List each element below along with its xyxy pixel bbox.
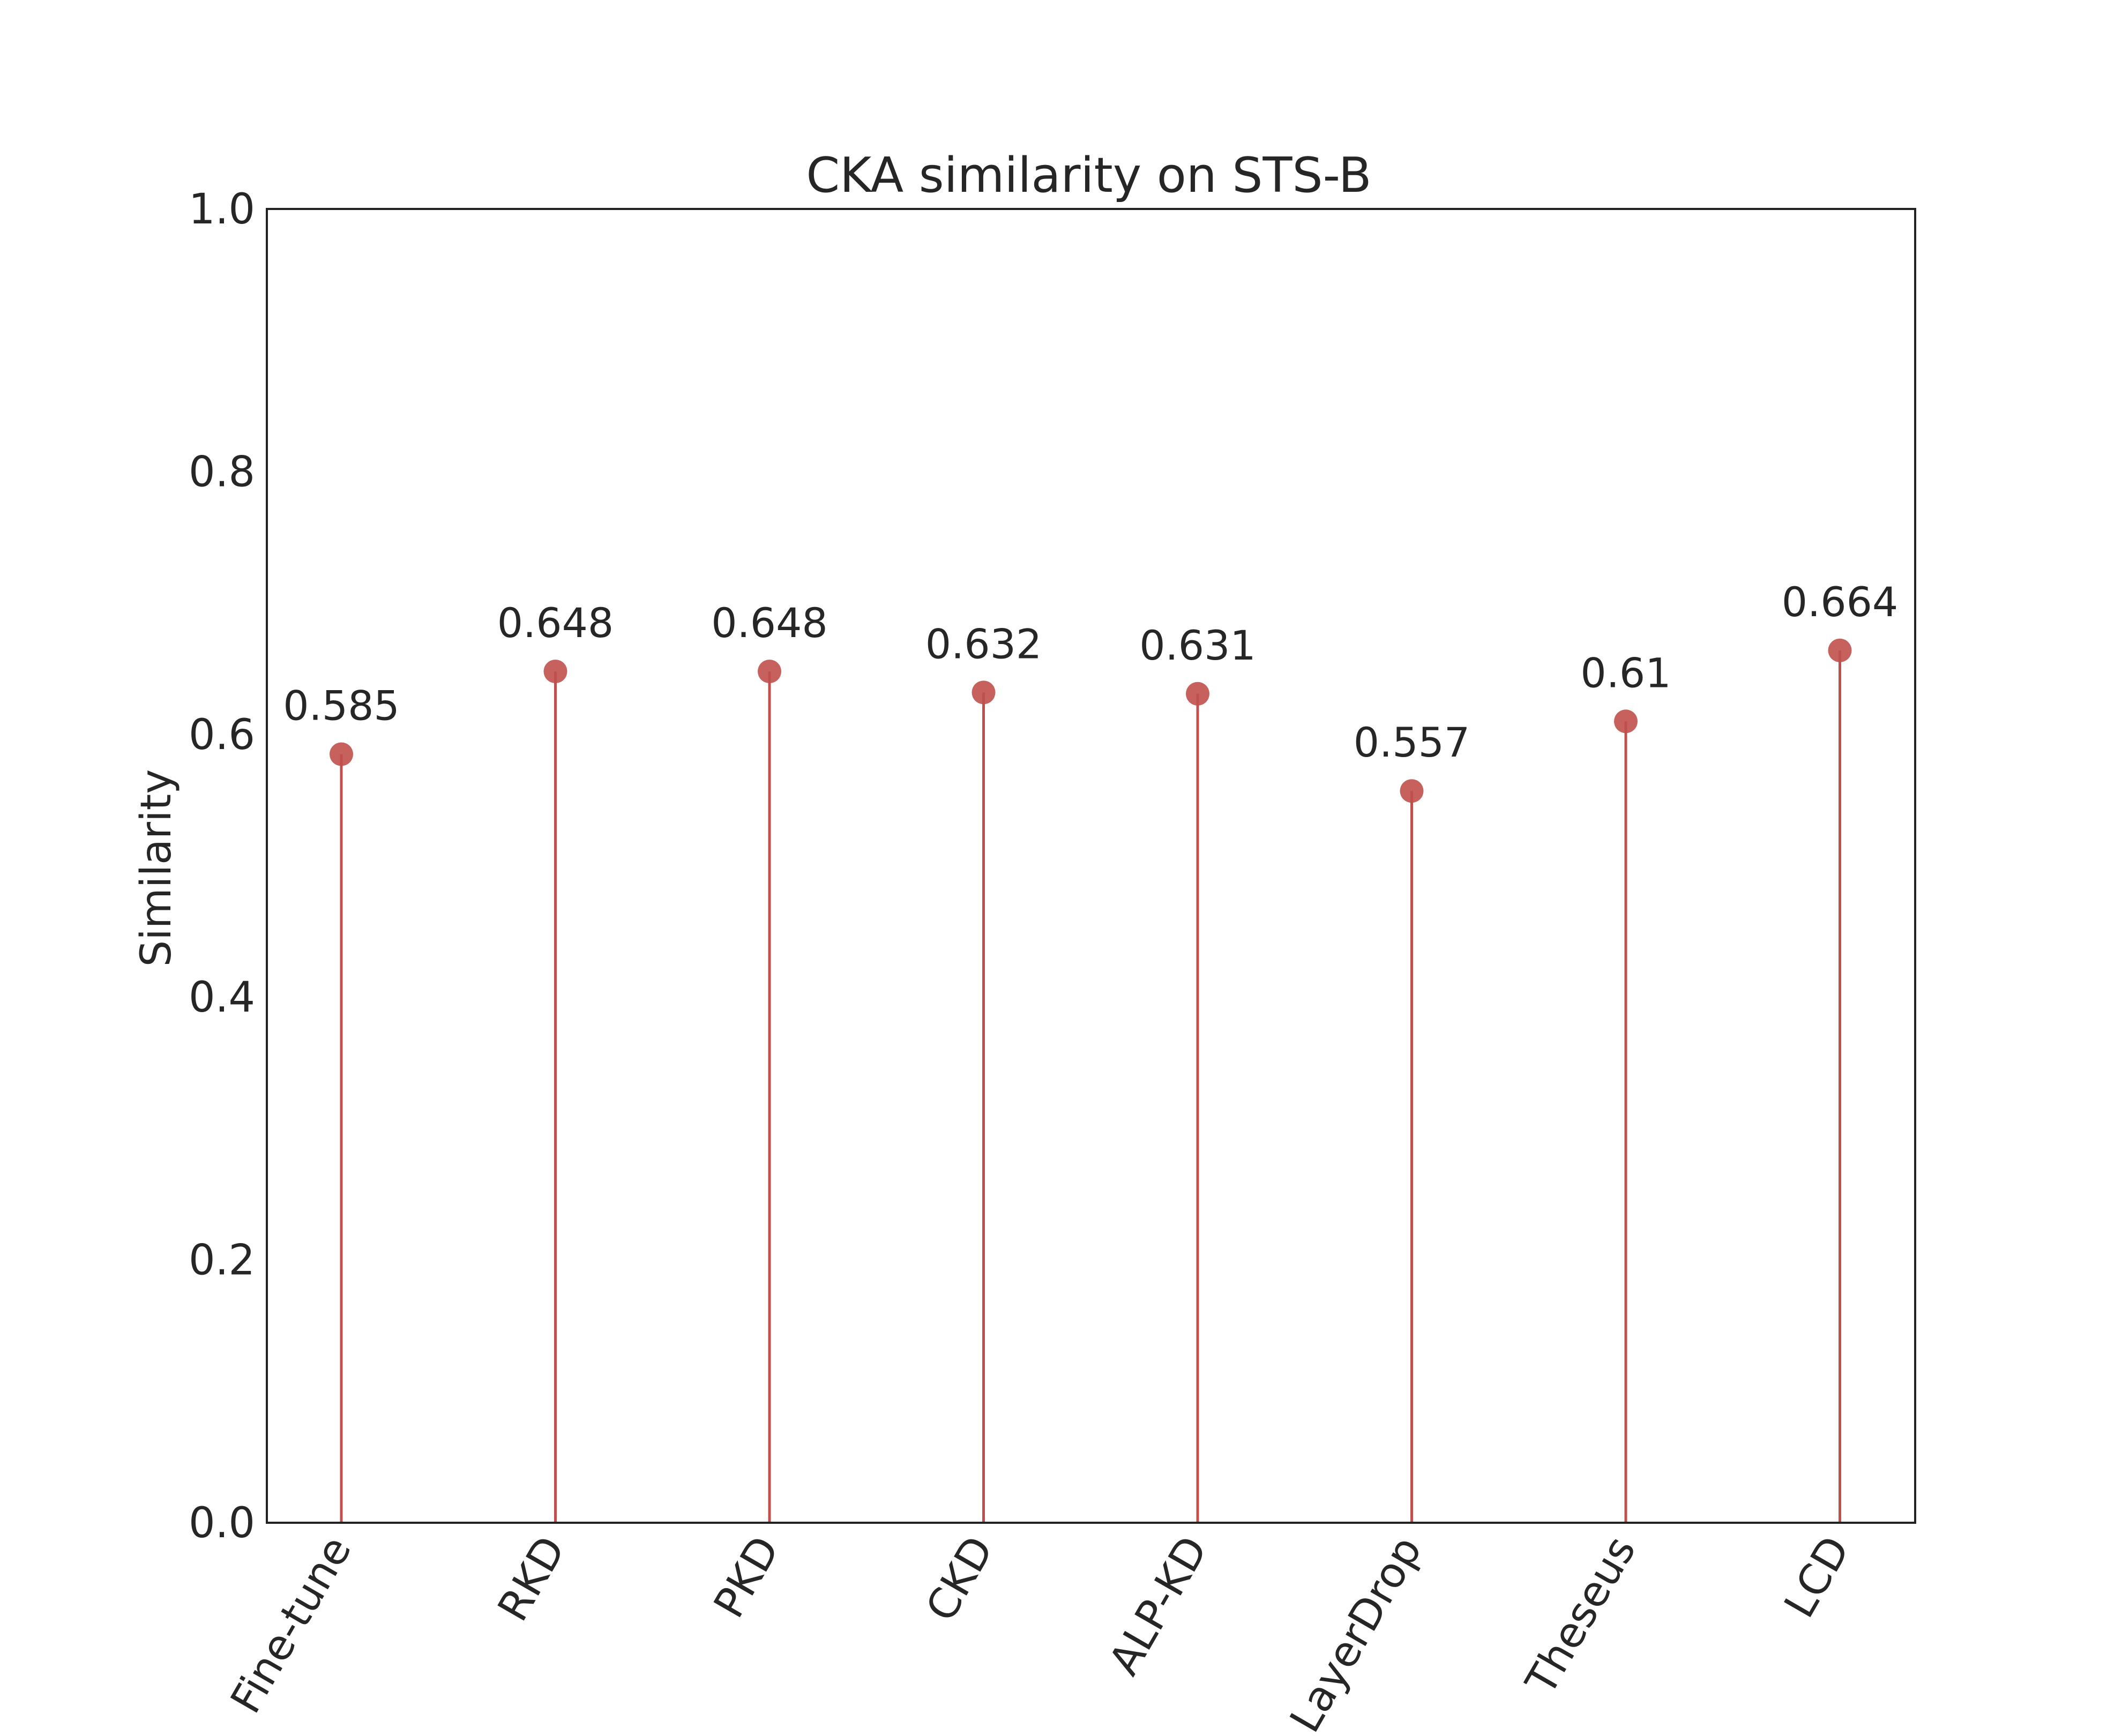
marker	[1186, 682, 1209, 706]
x-tick-label: CKD	[917, 1529, 1003, 1629]
y-tick-label: 0.8	[189, 448, 255, 496]
chart-title: CKA similarity on STS-B	[806, 147, 1371, 204]
value-label: 0.664	[1782, 578, 1899, 626]
y-tick-label: 1.0	[189, 185, 255, 234]
x-tick-label: RKD	[489, 1529, 575, 1629]
marker	[543, 660, 567, 684]
x-axis-ticks: Fine-tune RKD PKD CKD ALP-KD LayerDrop Theseus…	[222, 1529, 1859, 1736]
markers	[330, 638, 1852, 803]
x-tick-label: Fine-tune	[222, 1529, 361, 1722]
marker	[330, 742, 353, 766]
y-axis-ticks: 0.0 0.2 0.4 0.6 0.8 1.0	[189, 185, 255, 1547]
y-axis-label: Similarity	[132, 769, 181, 967]
plot-frame	[266, 208, 1916, 1524]
x-tick-label: LCD	[1775, 1529, 1859, 1626]
x-tick-label: ALP-KD	[1100, 1529, 1217, 1683]
value-labels: 0.585 0.648 0.648 0.632 0.631 0.557 0.61 0.664	[283, 578, 1898, 766]
x-tick-label: LayerDrop	[1281, 1529, 1431, 1736]
value-label: 0.61	[1580, 649, 1671, 697]
y-tick-label: 0.0	[189, 1499, 255, 1547]
x-tick-label: Theseus	[1516, 1529, 1645, 1703]
y-tick-label: 0.6	[189, 711, 255, 759]
marker	[1614, 709, 1638, 734]
marker	[1828, 638, 1852, 662]
value-label: 0.648	[497, 599, 614, 647]
x-tick-label: PKD	[705, 1529, 789, 1626]
y-tick-label: 0.2	[189, 1237, 255, 1285]
marker	[1400, 779, 1424, 803]
y-tick-label: 0.4	[189, 974, 255, 1022]
value-label: 0.585	[283, 682, 400, 730]
marker	[758, 660, 781, 684]
marker	[972, 680, 996, 705]
value-label: 0.631	[1139, 622, 1256, 669]
value-label: 0.557	[1354, 719, 1470, 766]
value-label: 0.632	[925, 620, 1042, 668]
value-label: 0.648	[711, 599, 828, 647]
stems	[340, 650, 1841, 1523]
